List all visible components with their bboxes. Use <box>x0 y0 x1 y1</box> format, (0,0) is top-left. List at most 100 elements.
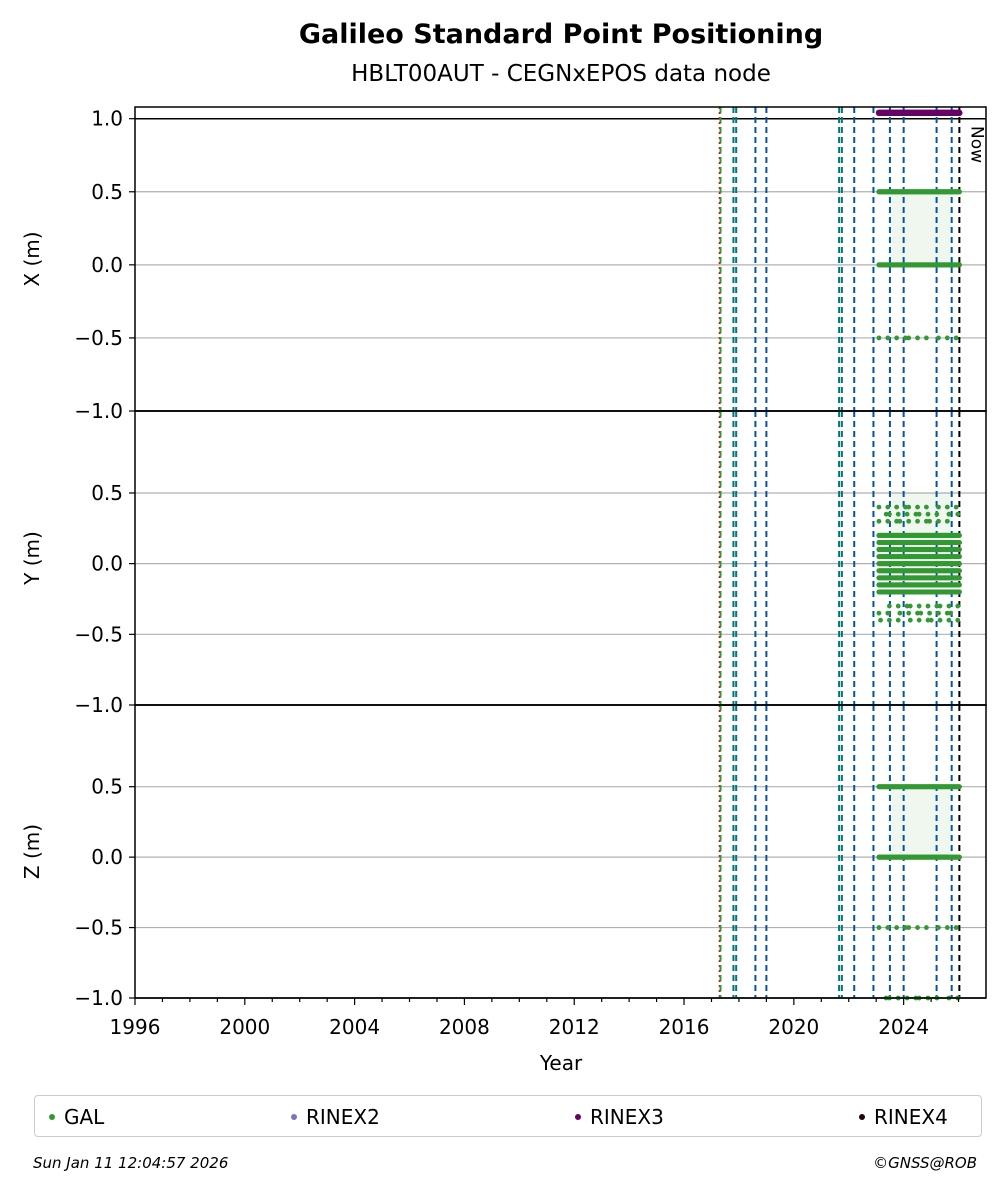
gal-point <box>956 561 962 567</box>
x-tick-label: 2016 <box>659 1015 710 1039</box>
gal-outlier-point <box>936 504 941 510</box>
rinex3-point <box>956 109 963 117</box>
x-tick-label: 2020 <box>768 1015 819 1039</box>
gal-outlier-point <box>903 504 908 510</box>
data-band <box>889 786 952 858</box>
panel-frame <box>134 106 987 412</box>
gal-outlier-point <box>936 335 941 341</box>
now-label: Now <box>966 126 986 163</box>
y-tick-label: 0.0 <box>91 552 123 576</box>
gal-outlier-point <box>953 504 959 510</box>
y-tick-label: −0.5 <box>74 916 123 940</box>
legend-label-rinex4: RINEX4 <box>874 1105 948 1129</box>
gal-point <box>956 582 962 588</box>
gal-point <box>956 189 962 195</box>
gal-point <box>956 568 962 574</box>
gal-outlier-point <box>955 511 961 517</box>
legend: GAL RINEX2 RINEX3 RINEX4 <box>34 1095 982 1137</box>
x-tick-label: 2004 <box>329 1015 380 1039</box>
gal-point <box>956 575 962 581</box>
gal-outlier-point <box>915 518 920 524</box>
y-tick-label: −0.5 <box>74 326 123 350</box>
x-tick-label: 2012 <box>549 1015 600 1039</box>
gal-outlier-point <box>885 504 891 510</box>
gal-outlier-point <box>953 335 959 341</box>
gal-outlier-point <box>907 617 913 623</box>
gal-outlier-point <box>886 603 892 609</box>
gal-outlier-point <box>934 511 940 517</box>
legend-label-rinex2: RINEX2 <box>306 1105 380 1129</box>
legend-label-rinex3: RINEX3 <box>590 1105 664 1129</box>
gal-outlier-point <box>955 603 961 609</box>
gal-outlier-point <box>953 925 959 930</box>
gal-outlier-point <box>885 925 891 930</box>
gal-outlier-point <box>885 335 891 341</box>
gal-outlier-point <box>925 617 931 623</box>
gal-outlier-point <box>904 511 910 517</box>
gal-outlier-point <box>923 518 929 524</box>
gal-outlier-point <box>876 335 882 341</box>
data-band <box>889 191 952 265</box>
gal-point <box>956 589 962 595</box>
gal-outlier-point <box>915 610 920 616</box>
gal-outlier-point <box>876 925 882 930</box>
x-tick-label: 1996 <box>110 1015 161 1039</box>
y-tick-label: −1.0 <box>74 399 123 423</box>
gal-outlier-point <box>923 925 929 930</box>
legend-label-gal: GAL <box>64 1105 105 1129</box>
gal-outlier-point <box>944 925 950 930</box>
y-tick-label: 0.5 <box>91 775 123 799</box>
gal-outlier-point <box>894 335 900 341</box>
legend-marker-rinex2 <box>291 1114 297 1120</box>
gal-point <box>956 539 962 546</box>
gal-outlier-point <box>936 610 941 616</box>
legend-marker-rinex4 <box>859 1114 865 1120</box>
gal-point <box>956 784 962 790</box>
gal-outlier-point <box>883 511 889 517</box>
gal-outlier-point <box>955 617 961 623</box>
gal-outlier-point <box>927 610 933 616</box>
gal-outlier-point <box>885 518 891 524</box>
gal-outlier-point <box>946 603 952 609</box>
y-tick-label: 1.0 <box>91 107 123 131</box>
gal-outlier-point <box>904 603 910 609</box>
legend-item-rinex3: RINEX3 <box>575 1096 664 1138</box>
gal-outlier-point <box>946 617 952 623</box>
gal-outlier-point <box>876 504 882 510</box>
x-tick-label: 2024 <box>878 1015 929 1039</box>
panel-frame <box>134 410 987 706</box>
gal-outlier-point <box>915 504 920 510</box>
gal-outlier-point <box>923 504 929 510</box>
gal-outlier-point <box>937 617 943 623</box>
y-tick-label: 0.0 <box>91 253 123 277</box>
gal-outlier-point <box>915 925 920 930</box>
gal-outlier-point <box>925 511 931 517</box>
gal-outlier-point <box>944 335 950 341</box>
chart-title: Galileo Standard Point Positioning <box>299 19 823 50</box>
legend-item-rinex2: RINEX2 <box>291 1096 380 1138</box>
legend-item-rinex4: RINEX4 <box>859 1096 948 1138</box>
y-axis-label: X (m) <box>20 231 44 286</box>
gal-outlier-point <box>936 925 941 930</box>
gal-outlier-point <box>878 617 883 623</box>
gal-outlier-point <box>934 603 940 609</box>
x-axis-label: Year <box>539 1051 583 1075</box>
gal-outlier-point <box>903 335 908 341</box>
legend-marker-rinex3 <box>575 1114 581 1120</box>
gal-outlier-point <box>894 925 900 930</box>
gal-point <box>956 262 962 268</box>
gal-point <box>956 553 962 560</box>
y-tick-label: 0.5 <box>91 180 123 204</box>
footer-copyright: ©GNSS@ROB <box>873 1154 977 1172</box>
gal-outlier-point <box>895 511 901 517</box>
gal-outlier-point <box>895 603 901 609</box>
gal-outlier-point <box>916 603 922 609</box>
gal-outlier-point <box>897 610 903 616</box>
footer-timestamp: Sun Jan 11 12:04:57 2026 <box>33 1154 229 1172</box>
legend-marker-gal <box>49 1114 55 1120</box>
gal-outlier-point <box>906 610 912 616</box>
gal-outlier-point <box>894 504 900 510</box>
gal-outlier-point <box>876 518 882 524</box>
chart-subtitle: HBLT00AUT - CEGNxEPOS data node <box>351 61 771 87</box>
y-tick-label: −1.0 <box>74 986 123 1010</box>
